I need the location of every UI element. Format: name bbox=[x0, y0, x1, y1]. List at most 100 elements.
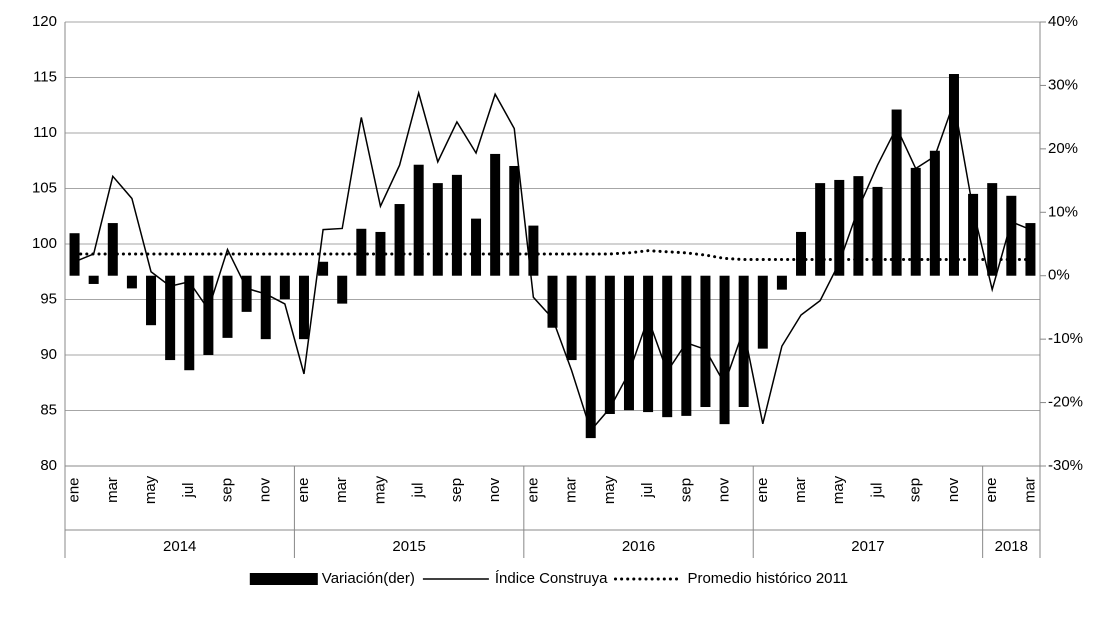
legend-symbol bbox=[249, 573, 318, 585]
bar bbox=[1006, 195, 1017, 276]
year-label: 2017 bbox=[851, 538, 884, 555]
bar bbox=[413, 164, 424, 276]
x-tick-label: ene bbox=[66, 477, 83, 502]
x-tick-label: sep bbox=[448, 478, 465, 502]
bar bbox=[451, 174, 462, 276]
x-tick-label: nov bbox=[716, 477, 733, 502]
legend-label: Índice Construya bbox=[495, 570, 608, 587]
bar bbox=[585, 275, 596, 439]
year-label: 2015 bbox=[392, 538, 425, 555]
bar bbox=[662, 275, 673, 418]
year-label: 2014 bbox=[163, 538, 196, 555]
x-tick-label: sep bbox=[218, 478, 235, 502]
bar bbox=[337, 275, 348, 304]
y-tick-label: 110 bbox=[33, 124, 57, 141]
x-tick-label: jul bbox=[639, 482, 656, 498]
bar bbox=[432, 183, 443, 276]
bar bbox=[318, 261, 329, 276]
bar bbox=[184, 275, 195, 371]
x-tick-label: may bbox=[601, 475, 618, 504]
bar bbox=[298, 275, 309, 340]
y2-tick-label: 20% bbox=[1048, 140, 1078, 157]
bar bbox=[146, 275, 157, 326]
bar bbox=[1025, 223, 1036, 276]
x-tick-label: sep bbox=[907, 478, 924, 502]
bar bbox=[757, 275, 768, 349]
bar bbox=[260, 275, 271, 340]
bar bbox=[776, 275, 787, 290]
y2-tick-label: -10% bbox=[1048, 330, 1083, 347]
bar bbox=[279, 275, 290, 300]
bar bbox=[853, 176, 864, 276]
x-tick-label: mar bbox=[792, 477, 809, 503]
bar bbox=[719, 275, 730, 425]
x-tick-label: ene bbox=[295, 477, 312, 502]
x-tick-label: mar bbox=[333, 477, 350, 503]
x-tick-label: jul bbox=[410, 482, 427, 498]
bar bbox=[738, 275, 749, 408]
y2-tick-label: 40% bbox=[1048, 13, 1078, 30]
bar bbox=[815, 183, 826, 276]
y-tick-label: 85 bbox=[40, 401, 57, 418]
bar bbox=[834, 179, 845, 276]
bar bbox=[929, 150, 940, 276]
bar bbox=[948, 74, 959, 276]
line bbox=[74, 90, 1031, 432]
y-tick-label: 115 bbox=[33, 68, 57, 85]
y-tick-label: 80 bbox=[40, 457, 57, 474]
bar bbox=[241, 275, 252, 312]
x-tick-label: ene bbox=[524, 477, 541, 502]
x-tick-label: jul bbox=[180, 482, 197, 498]
line bbox=[73, 249, 1032, 262]
y2-tick-label: 0% bbox=[1048, 267, 1070, 284]
y2-tick-label: -20% bbox=[1048, 394, 1083, 411]
bar bbox=[796, 231, 807, 276]
bar bbox=[547, 275, 558, 328]
x-tick-label: ene bbox=[983, 477, 1000, 502]
bar bbox=[872, 186, 883, 276]
y-tick-label: 95 bbox=[40, 290, 57, 307]
x-tick-label: nov bbox=[486, 477, 503, 502]
bar bbox=[88, 275, 99, 284]
bar bbox=[165, 275, 176, 361]
x-tick-label: nov bbox=[945, 477, 962, 502]
x-tick-label: mar bbox=[104, 477, 121, 503]
x-tick-label: nov bbox=[257, 477, 274, 502]
bar bbox=[566, 275, 577, 361]
bar bbox=[968, 193, 979, 276]
bar bbox=[643, 275, 654, 413]
bar bbox=[604, 275, 615, 414]
x-tick-label: mar bbox=[1021, 477, 1038, 503]
bar bbox=[891, 109, 902, 276]
y2-tick-label: -30% bbox=[1048, 457, 1083, 474]
legend-label: Variación(der) bbox=[322, 570, 415, 587]
bar bbox=[987, 183, 998, 276]
y-tick-label: 105 bbox=[32, 179, 57, 196]
bar bbox=[394, 204, 405, 276]
bar bbox=[681, 275, 692, 416]
bar bbox=[700, 275, 711, 408]
bar bbox=[528, 225, 539, 276]
legend-label: Promedio histórico 2011 bbox=[687, 570, 848, 587]
x-tick-label: mar bbox=[563, 477, 580, 503]
year-label: 2018 bbox=[995, 538, 1028, 555]
bar bbox=[222, 275, 233, 338]
y2-tick-label: 30% bbox=[1048, 76, 1078, 93]
bar bbox=[126, 275, 137, 289]
x-tick-label: may bbox=[371, 475, 388, 504]
bar bbox=[471, 218, 482, 276]
y-tick-label: 120 bbox=[32, 13, 57, 30]
x-tick-label: jul bbox=[868, 482, 885, 498]
bar bbox=[623, 275, 634, 411]
x-tick-label: ene bbox=[754, 477, 771, 502]
x-tick-label: sep bbox=[677, 478, 694, 502]
bar bbox=[910, 167, 921, 276]
y-tick-label: 90 bbox=[40, 346, 57, 363]
legend: Variación(der) Índice Construya Promedio h… bbox=[249, 570, 848, 587]
x-tick-label: may bbox=[142, 475, 159, 504]
bar bbox=[107, 223, 118, 276]
y2-tick-label: 10% bbox=[1048, 203, 1078, 220]
y-tick-label: 100 bbox=[32, 235, 57, 252]
bar bbox=[490, 153, 501, 276]
